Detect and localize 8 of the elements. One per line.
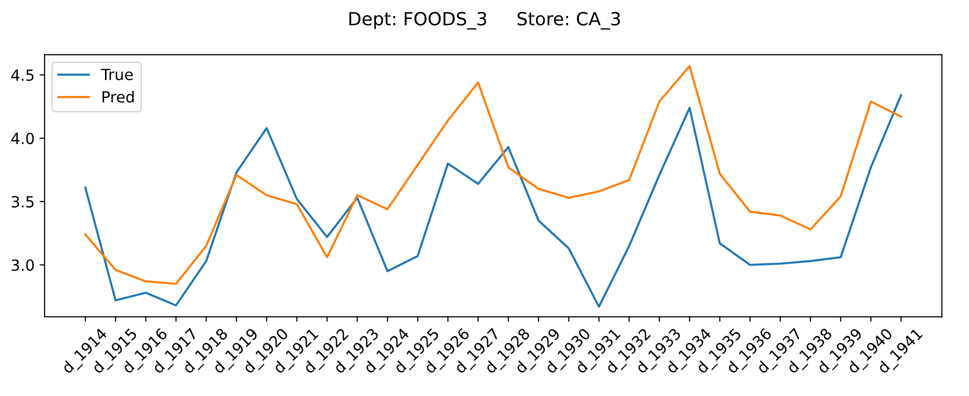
y-tick-label: 4.0 bbox=[11, 132, 34, 144]
legend-label: Pred bbox=[102, 90, 134, 103]
y-tick-label: 4.5 bbox=[11, 70, 34, 81]
chart-title: Dept: FOODS_3 Store: CA_3 bbox=[349, 12, 620, 30]
line-series bbox=[84, 65, 902, 285]
y-tick-label: 3.5 bbox=[12, 196, 34, 208]
y-tick-label: 3.0 bbox=[12, 259, 34, 271]
legend-label: True bbox=[101, 68, 133, 80]
